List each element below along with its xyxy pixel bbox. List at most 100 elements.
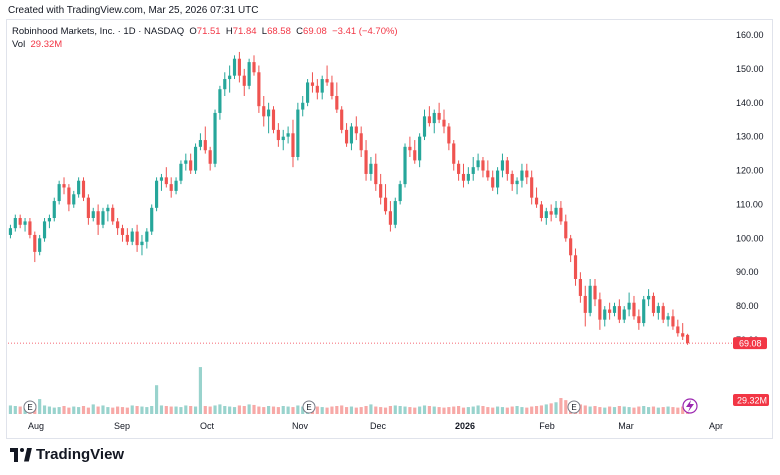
- volume-bar: [593, 406, 597, 414]
- candle-body: [28, 221, 32, 235]
- volume-bar: [335, 406, 339, 414]
- candle-body: [573, 255, 578, 279]
- volume-bar: [642, 406, 646, 414]
- volume-bar: [262, 407, 266, 414]
- candle-body: [491, 177, 495, 188]
- candle-body: [486, 170, 490, 178]
- candle-body: [57, 184, 61, 202]
- candle-body: [427, 116, 431, 124]
- candle-body: [306, 82, 310, 103]
- volume-bar: [315, 406, 319, 414]
- candle-body: [179, 163, 183, 181]
- candle-body: [534, 197, 539, 205]
- candle-body: [379, 184, 383, 198]
- candle-body: [33, 234, 37, 252]
- candle-body: [106, 207, 110, 212]
- candle-body: [603, 309, 607, 320]
- chart-frame: [6, 19, 773, 439]
- volume-bar: [364, 406, 368, 414]
- volume-bar: [491, 407, 495, 414]
- volume-bar: [383, 407, 388, 414]
- volume-bar: [237, 405, 241, 414]
- volume-bar: [418, 406, 422, 414]
- candle-body: [232, 58, 237, 76]
- candle-body: [8, 228, 13, 235]
- volume-bar: [267, 406, 271, 414]
- change-value: −3.41 (−4.70%): [332, 26, 398, 37]
- earnings-icon: [23, 400, 37, 414]
- volume-bar: [203, 406, 207, 414]
- candle-body: [374, 163, 378, 185]
- chart-legend: Robinhood Markets, Inc. · 1D · NASDAQ O7…: [12, 25, 398, 51]
- candle-body: [422, 116, 427, 137]
- earnings-icon: [302, 400, 316, 414]
- volume-bar: [198, 367, 203, 414]
- volume-bar: [140, 406, 144, 414]
- time-tick-label: Mar: [618, 421, 634, 431]
- volume-bar: [520, 407, 524, 414]
- candle-body: [72, 194, 76, 205]
- volume-bar: [651, 406, 656, 414]
- volume-bar: [125, 407, 129, 414]
- candle-body: [476, 160, 480, 168]
- candle-body: [564, 221, 568, 239]
- time-tick-label: Dec: [370, 421, 387, 431]
- created-caption: Created with TradingView.com, Mar 25, 20…: [8, 5, 259, 16]
- high-label: H: [225, 26, 233, 37]
- candle-body: [578, 279, 582, 296]
- candle-body: [189, 160, 193, 171]
- volume-bar: [612, 407, 617, 414]
- candle-body: [23, 221, 27, 225]
- candle-body: [344, 129, 349, 144]
- volume-bar: [77, 407, 81, 414]
- candle-body: [642, 299, 646, 324]
- volume-bar: [500, 407, 505, 414]
- price-tick-label: 130.00: [736, 132, 764, 142]
- volume-bar: [437, 407, 441, 414]
- candle-body: [111, 207, 115, 222]
- volume-bar: [130, 405, 134, 414]
- last-volume-label: 29.32M: [737, 396, 767, 406]
- time-tick-label: 2026: [455, 421, 475, 431]
- volume-bar: [534, 406, 539, 414]
- time-tick-label: Oct: [200, 421, 215, 431]
- candle-body: [413, 150, 417, 161]
- volume-bar: [369, 404, 373, 414]
- tradingview-brand[interactable]: TradingView: [10, 446, 124, 463]
- candle-body: [612, 306, 617, 313]
- candle-body: [218, 89, 222, 113]
- volume-bar: [666, 406, 670, 414]
- candle-body: [86, 197, 90, 218]
- volume-bar: [530, 406, 534, 414]
- candle-body: [193, 146, 198, 171]
- candle-body: [203, 140, 207, 151]
- volume-bar: [452, 406, 456, 414]
- volume-bar: [281, 406, 285, 414]
- candle-body: [154, 180, 159, 208]
- volume-bar: [184, 405, 188, 414]
- volume-bar: [67, 407, 71, 414]
- candle-body: [651, 295, 656, 313]
- candle-body: [247, 62, 251, 86]
- volume-bar: [57, 407, 61, 414]
- candle-body: [296, 109, 300, 157]
- volume-bar: [422, 405, 427, 414]
- candle-body: [608, 309, 612, 313]
- volume-bar: [325, 407, 329, 414]
- candle-body: [525, 170, 529, 178]
- candle-body: [349, 126, 354, 144]
- tradingview-logo-icon: [10, 447, 32, 462]
- symbol-label: Robinhood Markets, Inc. · 1D · NASDAQ: [12, 26, 185, 37]
- candle-body: [656, 306, 660, 313]
- candle-body: [388, 211, 392, 225]
- price-tick-label: 100.00: [736, 233, 764, 243]
- candle-body: [130, 231, 134, 242]
- candle-body: [500, 160, 505, 171]
- volume-bar: [101, 405, 105, 414]
- volume-row: Vol 29.32M: [12, 38, 398, 51]
- volume-bar: [622, 406, 626, 414]
- volume-bar: [159, 405, 164, 414]
- candle-body: [676, 326, 680, 334]
- volume-bar: [164, 406, 168, 414]
